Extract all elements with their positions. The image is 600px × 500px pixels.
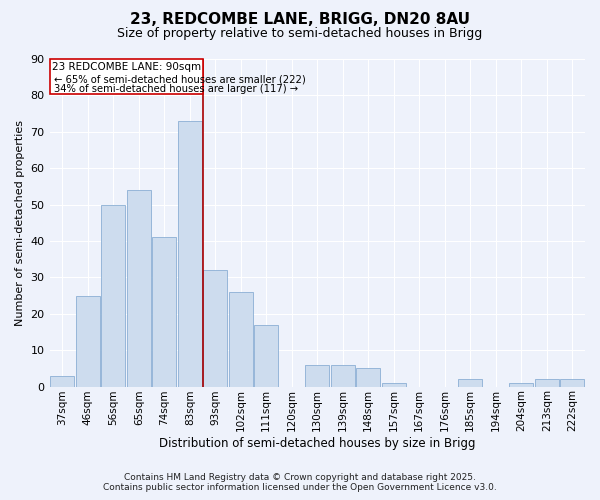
Bar <box>229 292 253 386</box>
Bar <box>331 364 355 386</box>
Bar <box>76 296 100 386</box>
Bar <box>382 383 406 386</box>
Bar <box>50 376 74 386</box>
Bar <box>560 380 584 386</box>
Bar <box>127 190 151 386</box>
Text: Contains HM Land Registry data © Crown copyright and database right 2025.
Contai: Contains HM Land Registry data © Crown c… <box>103 473 497 492</box>
Text: 23, REDCOMBE LANE, BRIGG, DN20 8AU: 23, REDCOMBE LANE, BRIGG, DN20 8AU <box>130 12 470 28</box>
Bar <box>356 368 380 386</box>
Bar <box>535 380 559 386</box>
Bar <box>203 270 227 386</box>
X-axis label: Distribution of semi-detached houses by size in Brigg: Distribution of semi-detached houses by … <box>159 437 476 450</box>
Text: Size of property relative to semi-detached houses in Brigg: Size of property relative to semi-detach… <box>118 28 482 40</box>
FancyBboxPatch shape <box>50 59 203 94</box>
Bar <box>178 121 202 386</box>
Text: 23 REDCOMBE LANE: 90sqm: 23 REDCOMBE LANE: 90sqm <box>52 62 201 72</box>
Bar <box>152 238 176 386</box>
Bar <box>458 380 482 386</box>
Bar <box>101 204 125 386</box>
Y-axis label: Number of semi-detached properties: Number of semi-detached properties <box>15 120 25 326</box>
Bar <box>509 383 533 386</box>
Text: 34% of semi-detached houses are larger (117) →: 34% of semi-detached houses are larger (… <box>54 84 298 94</box>
Bar <box>254 324 278 386</box>
Bar <box>305 364 329 386</box>
Text: ← 65% of semi-detached houses are smaller (222): ← 65% of semi-detached houses are smalle… <box>54 74 305 84</box>
